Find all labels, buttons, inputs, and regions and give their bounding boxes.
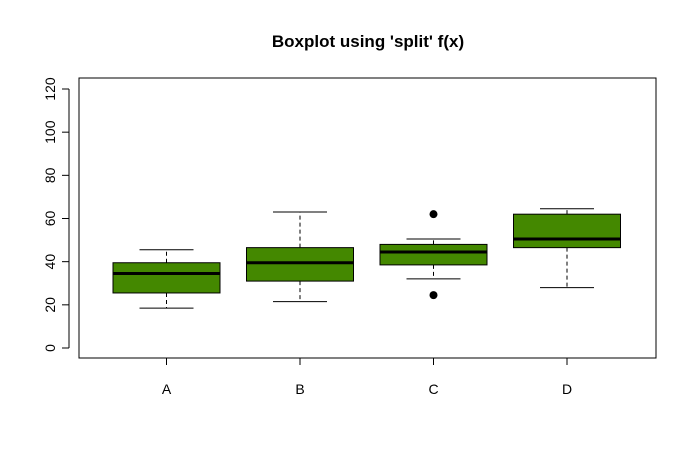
y-tick-label: 100 <box>42 120 58 144</box>
box-iqr <box>112 262 221 294</box>
y-tick-label: 60 <box>42 211 58 227</box>
x-tick-label: C <box>428 381 438 397</box>
box-B <box>246 211 354 303</box>
box-iqr <box>513 213 621 249</box>
box-A <box>112 249 221 309</box>
y-tick-label: 120 <box>42 77 58 101</box>
box-iqr <box>379 243 488 266</box>
box-C <box>379 210 488 300</box>
y-tick-label: 0 <box>42 344 58 352</box>
x-axis: A B C D <box>162 357 572 397</box>
x-tick-label: D <box>562 381 572 397</box>
x-tick-label: B <box>295 381 304 397</box>
box-D <box>513 208 621 289</box>
y-tick-label: 20 <box>42 297 58 313</box>
y-tick-label: 80 <box>42 167 58 183</box>
outlier-point <box>429 291 438 300</box>
y-tick-label: 40 <box>42 254 58 270</box>
outlier-point <box>429 210 438 219</box>
boxes-group <box>112 208 621 309</box>
x-tick-label: A <box>162 381 172 397</box>
chart-title: Boxplot using 'split' f(x) <box>272 32 464 51</box>
y-axis: 0 20 40 60 80 100 120 <box>42 77 70 352</box>
box-iqr <box>246 247 354 282</box>
